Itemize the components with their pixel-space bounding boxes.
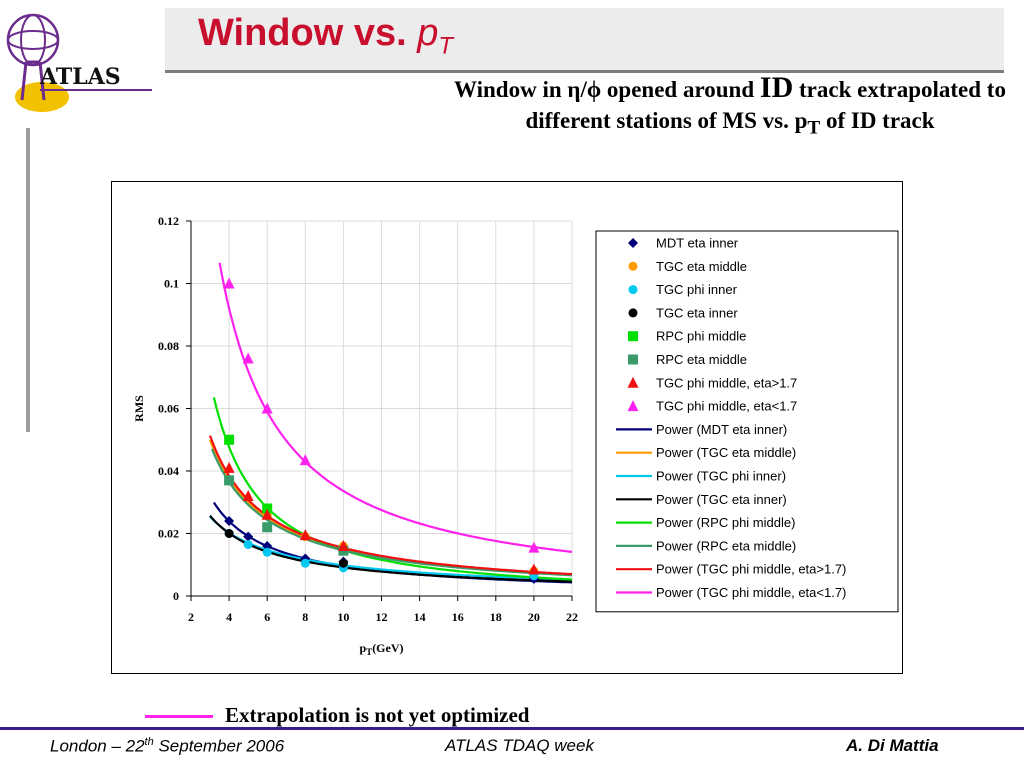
legend-marker — [628, 238, 638, 248]
legend-label: Power (TGC phi middle, eta>1.7) — [656, 562, 846, 577]
legend-marker — [627, 376, 639, 388]
legend-label: TGC phi inner — [656, 282, 738, 297]
fit-line — [212, 397, 573, 581]
y-tick-label: 0.08 — [158, 339, 179, 353]
note-legend-line — [145, 715, 213, 718]
legend-label: Power (TGC phi middle, eta<1.7) — [656, 585, 846, 600]
legend-label: Power (TGC phi inner) — [656, 469, 786, 484]
legend-marker — [628, 308, 638, 318]
title-band — [165, 8, 1004, 70]
legend-label: MDT eta inner — [656, 236, 739, 251]
x-tick-label: 16 — [452, 610, 464, 624]
data-point — [528, 563, 540, 575]
data-point — [261, 508, 273, 520]
chart-frame: 2 4 6 8 10 12 14 16 18 20 22 0 0.02 0.04 0.06 0.08 0.1 0.… — [111, 181, 903, 674]
legend-marker — [628, 354, 638, 365]
fit-line — [218, 262, 573, 553]
footer-author: A. Di Mattia — [846, 736, 939, 755]
x-axis-label: pT(GeV) — [359, 641, 403, 657]
x-tick-label: 22 — [566, 610, 578, 624]
data-point — [299, 454, 311, 466]
data-point — [223, 461, 235, 473]
y-axis-label: RMS — [132, 395, 146, 422]
data-point — [262, 503, 273, 514]
legend-label: Power (TGC eta inner) — [656, 492, 787, 507]
legend-marker — [628, 285, 638, 295]
title-underline — [165, 70, 1004, 73]
x-tick-label: 12 — [376, 610, 388, 624]
x-tick-label: 14 — [414, 610, 426, 624]
data-point — [262, 541, 273, 551]
data-point — [338, 558, 348, 568]
rms-chart: 2 4 6 8 10 12 14 16 18 20 22 0 0.02 0.04 0.06 0.08 0.1 0.… — [132, 214, 899, 657]
legend-label: TGC phi middle, eta>1.7 — [656, 375, 797, 390]
left-divider — [26, 128, 30, 432]
data-point — [299, 529, 311, 541]
data-point — [224, 516, 235, 526]
data-point — [243, 531, 254, 542]
y-tick-label: 0 — [173, 589, 179, 603]
data-point — [224, 434, 235, 445]
x-tick-label: 6 — [264, 610, 270, 624]
footer-location-date: London – 22th September 2006 — [50, 736, 285, 756]
data-point — [242, 490, 254, 501]
y-tick-label: 0.1 — [164, 277, 179, 291]
legend-marker — [628, 331, 638, 342]
data-point — [261, 402, 273, 414]
chart-legend — [595, 230, 899, 613]
data-point — [300, 558, 310, 568]
y-tick-label: 0.06 — [158, 402, 179, 416]
data-point — [223, 277, 235, 289]
legend-label: TGC eta middle — [656, 259, 747, 274]
data-point — [224, 475, 235, 486]
legend-label: TGC eta inner — [656, 305, 738, 320]
legend-label: Power (RPC eta middle) — [656, 538, 796, 553]
slide-title: Window vs. pT — [198, 12, 454, 60]
legend-label: Power (MDT eta inner) — [656, 422, 787, 437]
x-tick-label: 8 — [302, 610, 308, 624]
x-tick-label: 2 — [188, 610, 194, 624]
data-point — [262, 547, 272, 557]
legend-marker — [628, 261, 638, 271]
x-tick-label: 18 — [490, 610, 502, 624]
legend-label: Power (RPC phi middle) — [656, 515, 795, 530]
x-tick-label: 4 — [226, 610, 232, 624]
data-point — [224, 529, 234, 538]
slide-description: Window in η/ϕ opened around ID track ext… — [454, 71, 1006, 139]
y-tick-label: 0.04 — [158, 464, 179, 478]
data-point — [242, 352, 254, 364]
y-tick-label: 0.02 — [158, 527, 179, 541]
data-point — [262, 522, 273, 533]
data-point — [337, 540, 349, 551]
legend-label: RPC eta middle — [656, 352, 747, 367]
legend-label: TGC phi middle, eta<1.7 — [656, 399, 797, 414]
data-point — [528, 541, 540, 553]
footer-event: ATLAS TDAQ week — [445, 736, 594, 755]
legend-label: RPC phi middle — [656, 329, 746, 344]
note-text: Extrapolation is not yet optimized — [225, 703, 530, 727]
atlas-logo: ATLAS — [6, 13, 152, 112]
footer-divider — [0, 727, 1024, 730]
y-tick-label: 0.12 — [158, 214, 179, 228]
x-tick-label: 10 — [337, 610, 349, 624]
data-point — [243, 539, 253, 549]
svg-text:ATLAS: ATLAS — [39, 64, 121, 90]
x-tick-label: 20 — [528, 610, 540, 624]
legend-marker — [627, 400, 639, 412]
legend-label: Power (TGC eta middle) — [656, 445, 796, 460]
